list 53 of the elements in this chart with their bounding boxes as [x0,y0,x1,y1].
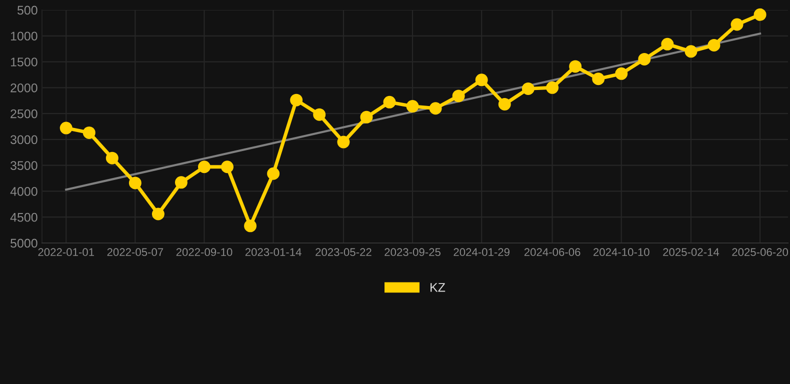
x-tick-label: 2022-01-01 [38,248,94,256]
point [592,72,605,86]
x-tick-label: 2022-09-10 [176,248,232,256]
point [754,8,766,21]
y-tick-label: 2500 [10,109,38,118]
point [569,60,582,73]
x-tick-label: 2022-05-07 [107,248,164,256]
point [730,18,744,31]
point [406,100,419,113]
y-tick-label: 5000 [10,238,38,248]
y-tick-label: 4500 [10,212,38,222]
point [60,122,72,134]
point [337,136,350,148]
point [313,108,326,121]
point [615,67,628,80]
x-tick-label: 2025-02-14 [663,248,720,256]
y-tick-label: 3000 [10,135,38,144]
point [106,152,118,164]
point [82,126,96,139]
point [522,82,534,95]
x-tick-label: 2024-06-06 [524,248,580,256]
point [708,38,720,52]
y-tick-label: 500 [17,6,38,15]
point [684,45,698,58]
point [452,90,465,102]
point [383,96,396,108]
point [290,94,303,106]
y-tick-label: 4000 [10,187,38,196]
y-tick-label: 1500 [10,58,38,66]
point [152,208,164,220]
x-tick-label: 2024-10-10 [594,248,650,256]
point [244,220,257,232]
point [475,74,488,86]
point [498,98,511,110]
point [174,176,188,189]
point [198,160,210,174]
x-tick-label: 2025-06-20 [732,248,788,256]
y-tick-label: 1000 [10,32,38,41]
point [546,81,559,94]
point [128,176,142,190]
y-tick-label: 3500 [10,161,38,170]
point [221,160,234,174]
x-tick-label: 2023-09-25 [384,248,440,256]
x-tick-label: 2023-01-14 [245,248,302,256]
point [360,110,373,124]
legend-label: KZ [430,283,446,292]
point [638,52,651,66]
point [661,38,674,50]
point [429,102,442,115]
x-tick-label: 2023-05-22 [316,248,372,256]
y-tick-label: 2000 [10,83,38,92]
x-tick-label: 2024-01-29 [454,248,510,256]
point [267,167,280,180]
